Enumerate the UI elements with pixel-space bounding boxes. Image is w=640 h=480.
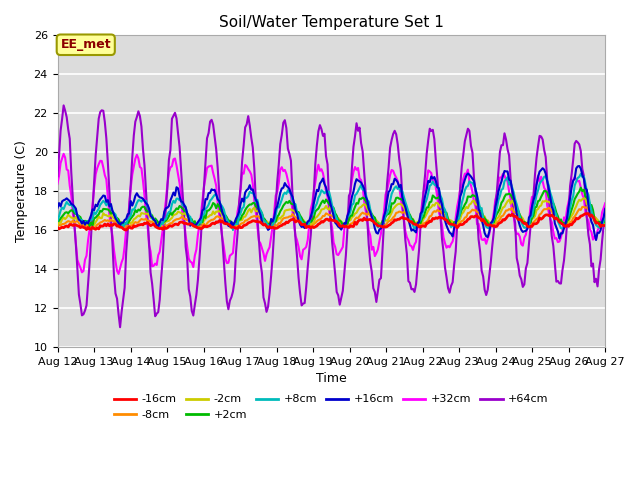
+2cm bbox=[237, 216, 244, 222]
-8cm bbox=[122, 225, 130, 231]
-16cm bbox=[122, 227, 130, 233]
-16cm bbox=[294, 218, 302, 224]
+2cm bbox=[577, 185, 584, 191]
-2cm bbox=[54, 222, 61, 228]
Legend: -16cm, -8cm, -2cm, +2cm, +8cm, +16cm, +32cm, +64cm: -16cm, -8cm, -2cm, +2cm, +8cm, +16cm, +3… bbox=[109, 390, 553, 424]
+8cm bbox=[237, 210, 244, 216]
+64cm bbox=[248, 135, 255, 141]
+8cm bbox=[294, 211, 302, 216]
-2cm bbox=[602, 218, 609, 224]
+32cm bbox=[248, 172, 255, 178]
-16cm bbox=[237, 225, 244, 230]
Text: EE_met: EE_met bbox=[60, 38, 111, 51]
Line: -8cm: -8cm bbox=[58, 207, 605, 228]
-8cm bbox=[246, 216, 253, 221]
-16cm bbox=[121, 227, 129, 233]
+32cm bbox=[296, 253, 304, 259]
-8cm bbox=[294, 217, 302, 223]
+64cm bbox=[116, 324, 124, 330]
+16cm bbox=[217, 203, 225, 208]
-2cm bbox=[86, 223, 93, 229]
+8cm bbox=[577, 171, 584, 177]
+16cm bbox=[236, 209, 243, 215]
+32cm bbox=[60, 151, 67, 156]
-8cm bbox=[602, 219, 609, 225]
+8cm bbox=[572, 179, 580, 184]
-16cm bbox=[218, 218, 226, 224]
Line: +16cm: +16cm bbox=[58, 166, 605, 240]
Line: +2cm: +2cm bbox=[58, 188, 605, 228]
+64cm bbox=[602, 206, 609, 212]
+32cm bbox=[115, 271, 122, 277]
+32cm bbox=[238, 170, 246, 176]
-2cm bbox=[572, 204, 580, 209]
+32cm bbox=[124, 218, 132, 224]
+2cm bbox=[572, 193, 580, 199]
-16cm bbox=[54, 225, 61, 230]
+64cm bbox=[220, 259, 228, 264]
+2cm bbox=[218, 207, 226, 213]
+2cm bbox=[246, 202, 253, 207]
+64cm bbox=[124, 229, 132, 235]
-2cm bbox=[580, 195, 588, 201]
+16cm bbox=[592, 237, 600, 243]
+32cm bbox=[602, 200, 609, 206]
+8cm bbox=[229, 227, 237, 233]
+2cm bbox=[193, 225, 200, 230]
-16cm bbox=[246, 219, 253, 225]
-8cm bbox=[90, 226, 98, 231]
+64cm bbox=[296, 290, 304, 296]
+8cm bbox=[246, 189, 253, 195]
X-axis label: Time: Time bbox=[316, 372, 347, 385]
-8cm bbox=[218, 216, 226, 221]
+8cm bbox=[54, 218, 61, 224]
+32cm bbox=[574, 179, 582, 184]
+16cm bbox=[602, 206, 609, 212]
+8cm bbox=[121, 220, 129, 226]
-16cm bbox=[572, 216, 580, 221]
-8cm bbox=[580, 204, 588, 210]
+2cm bbox=[602, 216, 609, 222]
+2cm bbox=[54, 218, 61, 224]
Line: +64cm: +64cm bbox=[58, 106, 605, 327]
Line: -2cm: -2cm bbox=[58, 198, 605, 226]
+64cm bbox=[238, 158, 246, 164]
+2cm bbox=[121, 222, 129, 228]
+64cm bbox=[54, 173, 61, 179]
Line: -16cm: -16cm bbox=[58, 214, 605, 230]
+8cm bbox=[602, 210, 609, 216]
Title: Soil/Water Temperature Set 1: Soil/Water Temperature Set 1 bbox=[219, 15, 444, 30]
-8cm bbox=[572, 211, 580, 217]
-2cm bbox=[122, 220, 130, 226]
+16cm bbox=[54, 205, 61, 211]
+16cm bbox=[293, 211, 301, 217]
-16cm bbox=[584, 211, 592, 216]
+16cm bbox=[244, 186, 252, 192]
Y-axis label: Temperature (C): Temperature (C) bbox=[15, 140, 28, 242]
+2cm bbox=[294, 209, 302, 215]
-2cm bbox=[237, 217, 244, 223]
-2cm bbox=[246, 206, 253, 212]
+16cm bbox=[571, 176, 579, 181]
+32cm bbox=[54, 181, 61, 187]
+32cm bbox=[220, 244, 228, 250]
+64cm bbox=[574, 140, 582, 145]
+16cm bbox=[575, 163, 583, 169]
-8cm bbox=[237, 221, 244, 227]
Line: +32cm: +32cm bbox=[58, 154, 605, 274]
+64cm bbox=[60, 103, 67, 108]
-8cm bbox=[54, 223, 61, 229]
-2cm bbox=[294, 212, 302, 218]
Line: +8cm: +8cm bbox=[58, 174, 605, 230]
+8cm bbox=[217, 202, 225, 207]
-16cm bbox=[602, 223, 609, 228]
+16cm bbox=[121, 217, 129, 223]
-2cm bbox=[218, 212, 226, 218]
